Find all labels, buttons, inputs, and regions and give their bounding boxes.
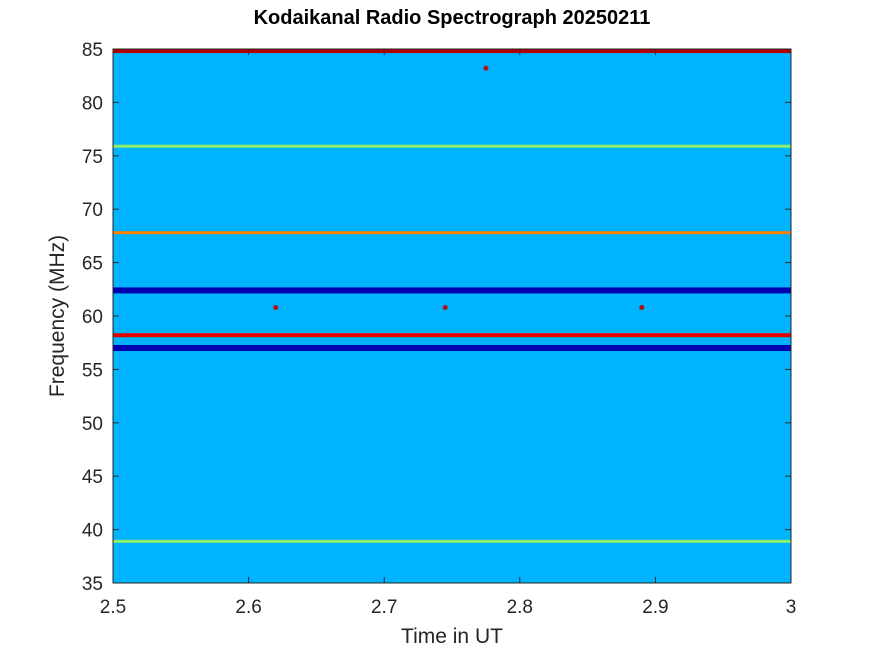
burst-spot-2 — [639, 305, 645, 310]
y-tick-label: 45 — [82, 467, 103, 488]
burst-spot-3 — [483, 65, 489, 71]
y-tick-label: 40 — [82, 521, 103, 542]
x-tick-label: 2.6 — [235, 597, 261, 618]
chart-title: Kodaikanal Radio Spectrograph 20250211 — [254, 7, 651, 29]
y-tick-label: 50 — [82, 414, 103, 435]
y-tick-label: 85 — [82, 40, 103, 61]
x-tick-label: 2.8 — [507, 597, 533, 618]
plot-area — [112, 48, 792, 584]
y-tick-label: 80 — [82, 93, 103, 114]
y-tick-label: 60 — [82, 307, 103, 328]
spectral-bands — [113, 49, 791, 543]
y-tick-label: 70 — [82, 200, 103, 221]
band-absorption-5 — [113, 345, 791, 351]
band-weak-emission-6 — [113, 539, 791, 543]
x-tick-label: 2.5 — [100, 597, 126, 618]
y-tick-label: 65 — [82, 254, 103, 275]
band-absorption-3 — [113, 287, 791, 294]
y-tick-label: 35 — [82, 574, 103, 595]
x-tick-label: 2.7 — [371, 597, 397, 618]
band-weak-emission-1 — [113, 144, 791, 148]
spectrogram-background — [113, 49, 791, 583]
burst-spots — [273, 65, 645, 310]
y-tick-label: 75 — [82, 147, 103, 168]
y-tick-label: 55 — [82, 360, 103, 381]
x-tick-label: 2.9 — [642, 597, 668, 618]
x-axis-ticks: 2.5 2.6 2.7 2.8 2.9 3 — [100, 49, 797, 618]
band-emission-2 — [113, 231, 791, 235]
y-axis-label: Frequency (MHz) — [46, 235, 69, 397]
x-tick-label: 3 — [786, 597, 797, 618]
y-axis-ticks: 35 40 45 50 55 60 65 70 75 80 85 — [82, 40, 791, 595]
burst-spot-0 — [273, 305, 279, 310]
x-axis-label: Time in UT — [401, 625, 503, 648]
band-strong-emission-0 — [113, 49, 791, 54]
burst-spot-1 — [442, 305, 448, 310]
band-strong-emission-4 — [113, 333, 791, 338]
